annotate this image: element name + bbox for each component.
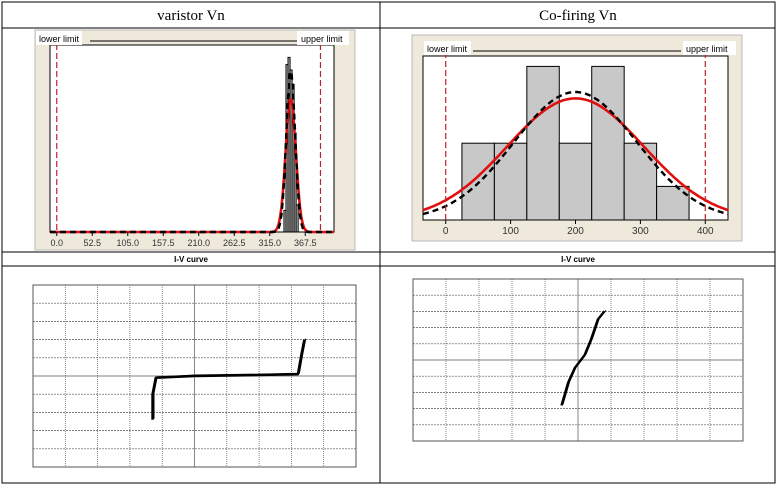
right-iv-grid [412, 278, 744, 442]
hist-bar [558, 142, 593, 221]
right-column-header: Co-firing Vn [539, 8, 617, 24]
right-iv-curve [560, 310, 607, 406]
x-tick-label: 200 [567, 226, 584, 237]
hist-bar [623, 142, 658, 221]
right-hist-fits [422, 90, 729, 216]
right-iv-label: I-V curve [561, 255, 595, 264]
left-lower-limit-box [36, 31, 82, 45]
fit-curve-overall [422, 90, 729, 216]
right-hist-ticks: 0 100 200 300 400 [443, 220, 714, 237]
x-tick-label: 0.0 [51, 238, 64, 248]
left-upper-limit-box [297, 31, 349, 45]
right-lower-limit-box [424, 41, 471, 55]
left-hist-fits [50, 70, 334, 234]
right-hist-limits [445, 52, 706, 220]
right-upper-limit-box [683, 41, 736, 55]
iv-curve-line [560, 310, 606, 406]
right-lower-limit-label: lower limit [427, 44, 468, 54]
left-iv-label: I-V curve [174, 255, 208, 264]
x-tick-label: 52.5 [83, 238, 101, 248]
hist-bar [591, 65, 625, 221]
fit-curve-fit [422, 97, 729, 212]
iv-curve-trace [153, 338, 307, 419]
x-tick-label: 262.5 [223, 238, 246, 248]
x-tick-label: 367.5 [294, 238, 317, 248]
x-tick-label: 400 [697, 226, 714, 237]
left-iv-curve [151, 338, 307, 420]
table-border [1, 1, 776, 484]
hist-bar [526, 65, 560, 221]
x-tick-label: 157.5 [152, 238, 175, 248]
hist-bar [295, 204, 299, 233]
x-tick-label: 300 [632, 226, 649, 237]
left-hist-limits [56, 44, 322, 232]
left-upper-limit-label: upper limit [301, 34, 343, 44]
x-tick-label: 315.0 [258, 238, 281, 248]
iv-curve-trace [562, 310, 607, 405]
fit-curve-overall [50, 70, 334, 234]
left-lower-limit-label: lower limit [39, 34, 80, 44]
left-hist-ticks: 0.0 52.5 105.0 157.5 210.0 262.5 315.0 367.5 [51, 232, 317, 248]
left-column-header: varistor Vn [157, 8, 225, 24]
x-tick-label: 100 [502, 226, 519, 237]
right-upper-limit-label: upper limit [686, 44, 728, 54]
x-tick-label: 105.0 [116, 238, 139, 248]
x-tick-label: 210.0 [187, 238, 210, 248]
x-tick-label: 0 [443, 226, 449, 237]
iv-curve-line [151, 339, 306, 420]
